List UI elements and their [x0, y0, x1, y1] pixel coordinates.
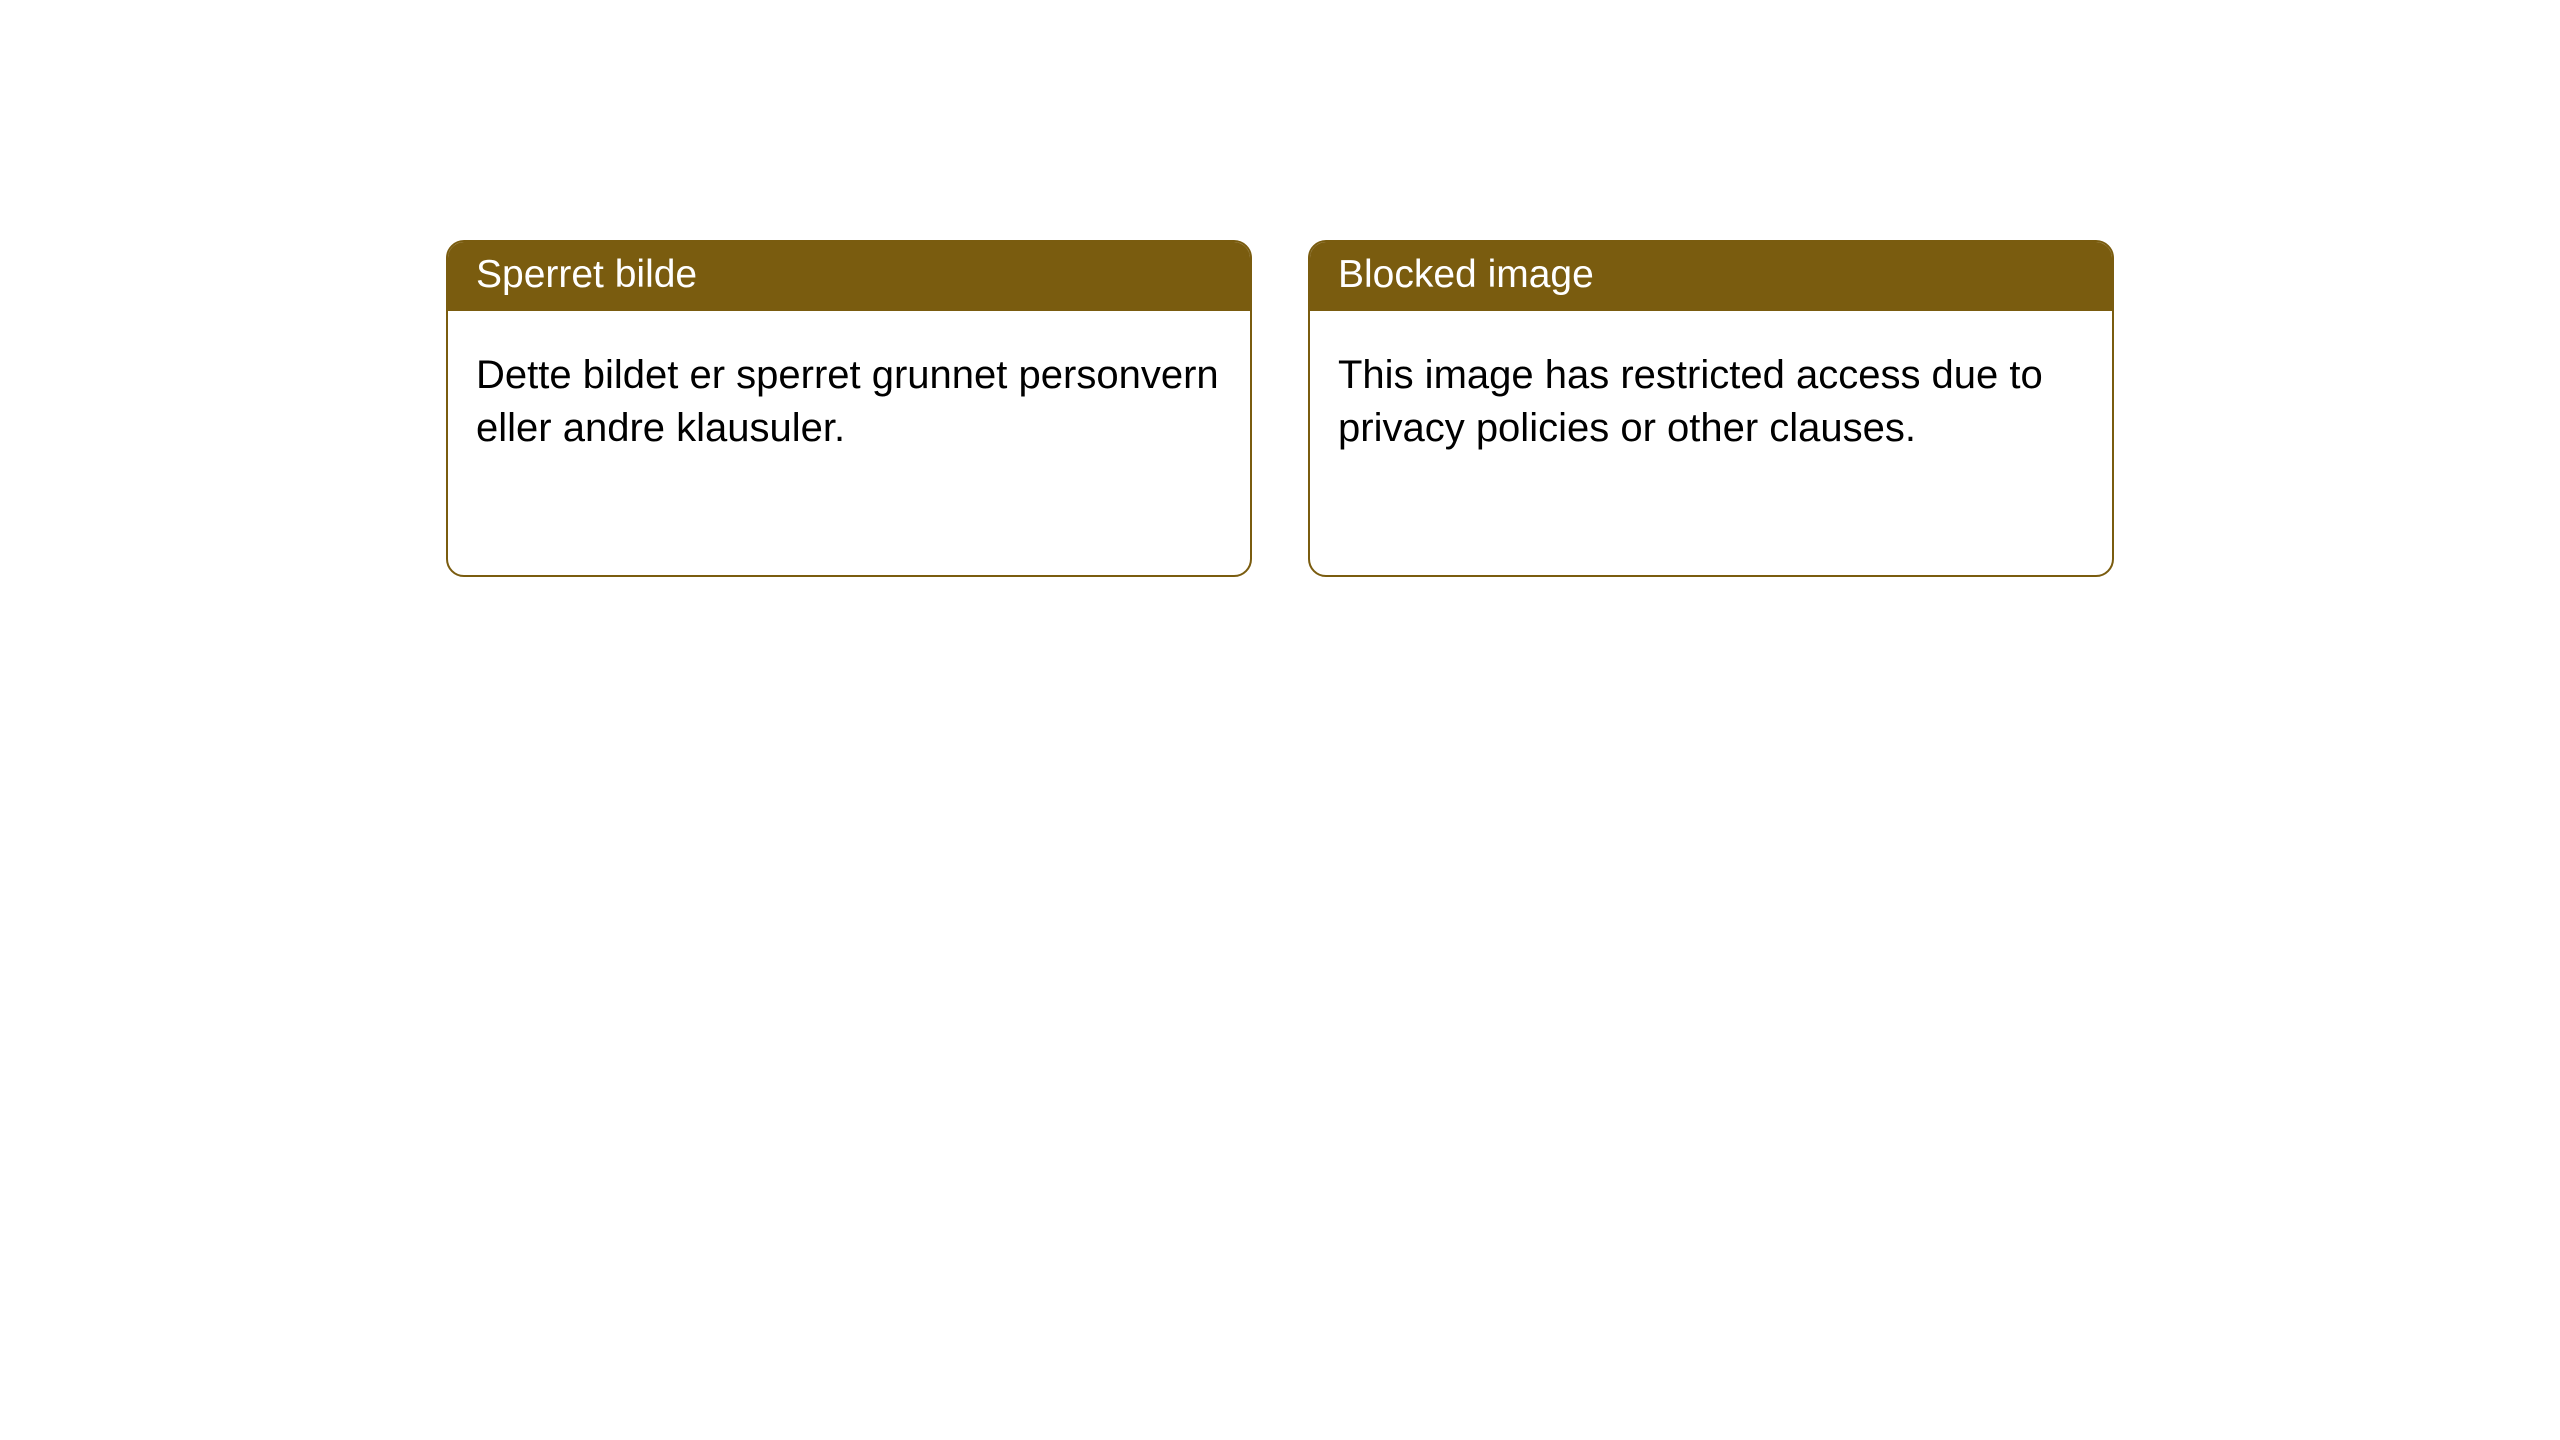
notice-card-english: Blocked image This image has restricted …	[1308, 240, 2114, 577]
notice-title: Sperret bilde	[476, 253, 697, 296]
notice-header: Sperret bilde	[448, 242, 1250, 311]
notice-card-norwegian: Sperret bilde Dette bildet er sperret gr…	[446, 240, 1252, 577]
notice-message: Dette bildet er sperret grunnet personve…	[476, 353, 1219, 450]
notice-body: Dette bildet er sperret grunnet personve…	[448, 311, 1250, 493]
notice-title: Blocked image	[1338, 253, 1594, 296]
notice-message: This image has restricted access due to …	[1338, 353, 2043, 450]
notice-container: Sperret bilde Dette bildet er sperret gr…	[0, 0, 2560, 577]
notice-header: Blocked image	[1310, 242, 2112, 311]
notice-body: This image has restricted access due to …	[1310, 311, 2112, 493]
